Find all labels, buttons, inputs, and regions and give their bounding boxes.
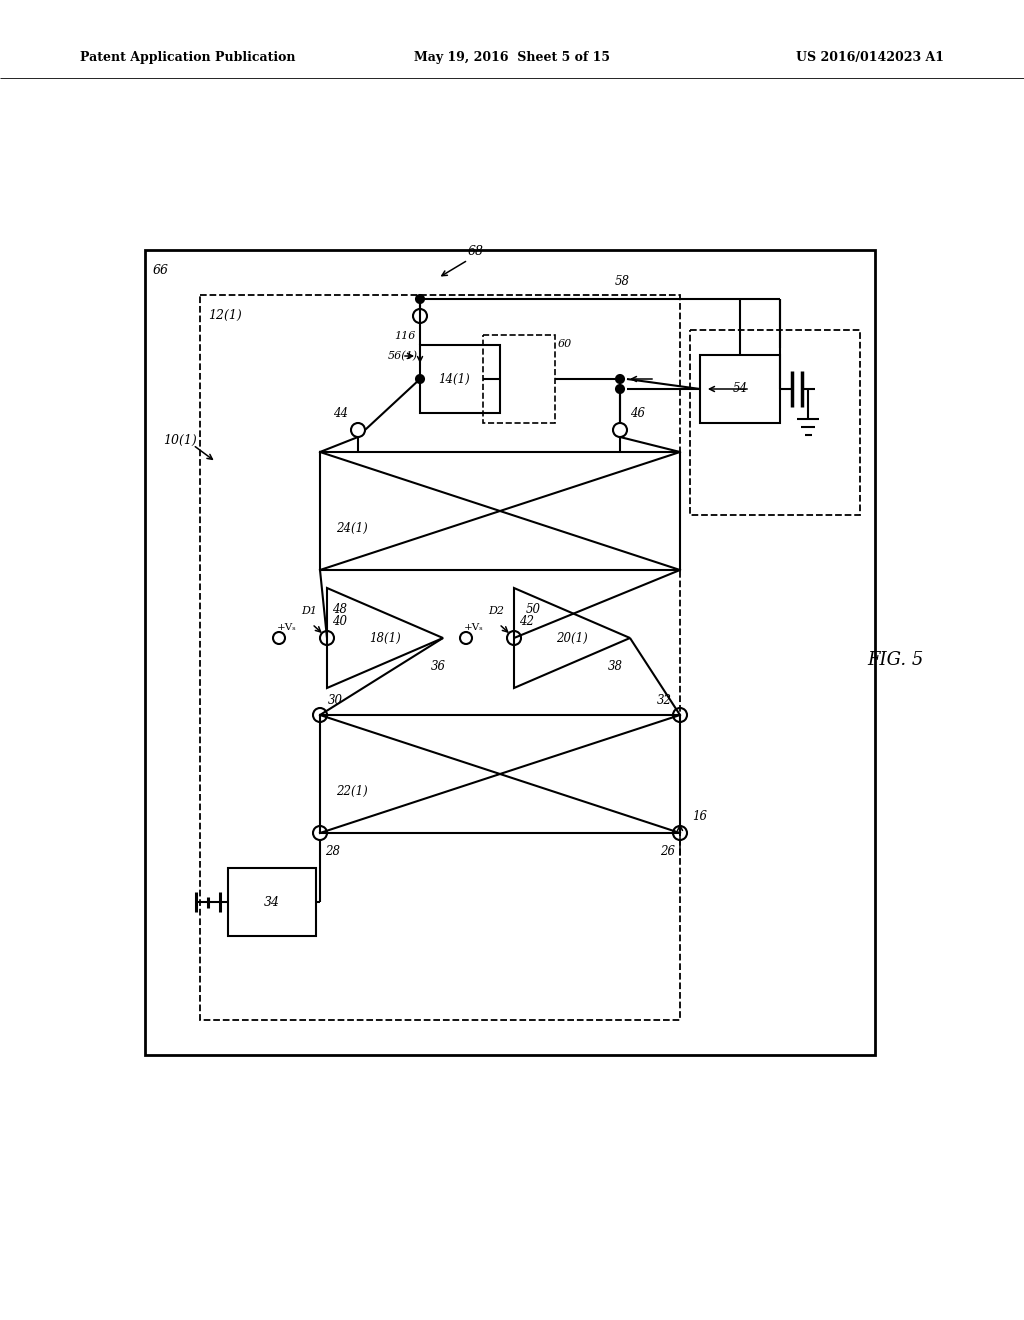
- Bar: [483, 335, 555, 422]
- Text: +Vₛ: +Vₛ: [278, 623, 297, 632]
- Circle shape: [616, 375, 624, 383]
- Bar: [200, 294, 680, 1020]
- Text: 34: 34: [264, 895, 280, 908]
- Bar: [319, 715, 680, 833]
- Text: 58: 58: [615, 275, 630, 288]
- Text: 26: 26: [660, 845, 675, 858]
- Circle shape: [416, 375, 424, 383]
- Text: 48: 48: [332, 603, 347, 616]
- Text: 10(1): 10(1): [163, 433, 197, 446]
- Text: 40: 40: [332, 615, 347, 628]
- Text: 24(1): 24(1): [336, 523, 368, 535]
- Bar: [420, 345, 500, 413]
- Text: 46: 46: [630, 407, 645, 420]
- Text: 12(1): 12(1): [208, 309, 242, 322]
- Text: D1: D1: [301, 606, 317, 616]
- Text: 50: 50: [526, 603, 541, 616]
- Text: 68: 68: [468, 246, 484, 257]
- Text: 16: 16: [692, 810, 707, 822]
- Text: FIG. 5: FIG. 5: [866, 651, 924, 669]
- Bar: [690, 330, 860, 515]
- Text: +Vₛ: +Vₛ: [464, 623, 484, 632]
- Text: 44: 44: [333, 407, 348, 420]
- Text: 14(1): 14(1): [438, 372, 470, 385]
- Text: 30: 30: [328, 694, 343, 708]
- Text: 116: 116: [394, 331, 416, 341]
- Text: 56(1): 56(1): [388, 351, 418, 362]
- Text: D2: D2: [488, 606, 504, 616]
- Text: 42: 42: [519, 615, 534, 628]
- Text: 22(1): 22(1): [336, 785, 368, 799]
- Text: 18(1): 18(1): [369, 631, 400, 644]
- Text: 66: 66: [153, 264, 169, 277]
- Text: May 19, 2016  Sheet 5 of 15: May 19, 2016 Sheet 5 of 15: [414, 51, 610, 65]
- Bar: [145, 249, 874, 1055]
- Circle shape: [616, 385, 624, 393]
- Text: 60: 60: [558, 339, 572, 348]
- Text: 36: 36: [431, 660, 446, 673]
- Circle shape: [416, 294, 424, 304]
- Text: Patent Application Publication: Patent Application Publication: [80, 51, 296, 65]
- Bar: [319, 451, 680, 570]
- Text: US 2016/0142023 A1: US 2016/0142023 A1: [796, 51, 944, 65]
- Text: 54: 54: [732, 383, 748, 396]
- Text: 28: 28: [325, 845, 340, 858]
- Text: 38: 38: [608, 660, 623, 673]
- Text: 20(1): 20(1): [556, 631, 588, 644]
- Text: 32: 32: [657, 694, 672, 708]
- Bar: [700, 355, 780, 422]
- Bar: [228, 869, 316, 936]
